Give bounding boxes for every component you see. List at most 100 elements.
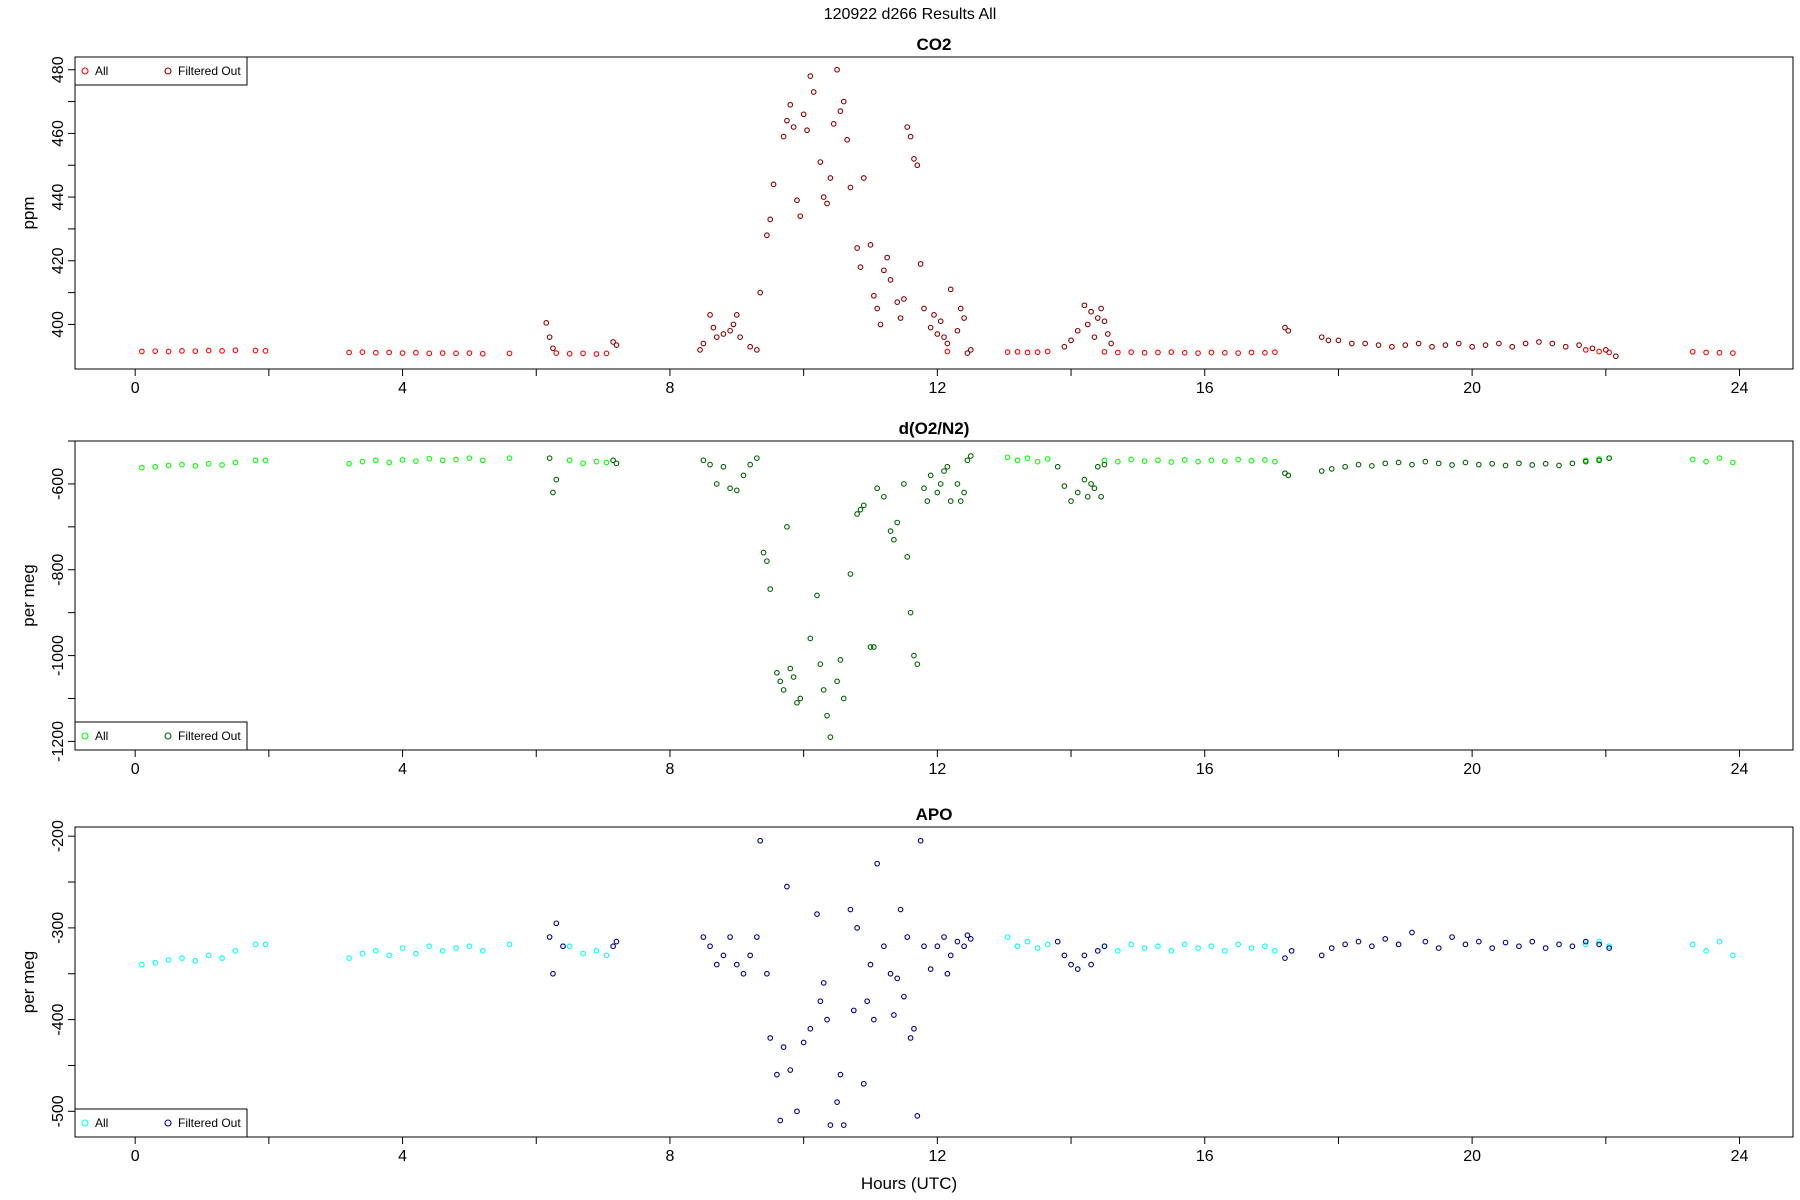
legend-label: All	[95, 64, 108, 78]
data-point-all	[1168, 349, 1175, 355]
data-point-filtered	[767, 586, 774, 592]
data-point-filtered	[1088, 481, 1094, 487]
data-point-all	[1235, 350, 1242, 356]
data-point-filtered	[870, 1016, 877, 1023]
data-point-filtered	[847, 571, 854, 577]
data-point-filtered	[1355, 938, 1362, 945]
data-point-filtered	[787, 665, 794, 672]
data-point-filtered	[897, 315, 904, 321]
data-point-all	[262, 457, 269, 464]
data-point-filtered	[1369, 943, 1375, 950]
y-tick-label: -800	[50, 554, 67, 586]
data-point-filtered	[827, 175, 834, 181]
data-point-all	[1235, 941, 1242, 948]
data-point-filtered	[1318, 468, 1325, 474]
data-point-filtered	[807, 1025, 814, 1032]
data-point-filtered	[1325, 337, 1332, 344]
x-tick-label: 24	[1731, 380, 1749, 397]
plot-frame	[74, 56, 1794, 370]
data-point-all	[1034, 349, 1041, 355]
y-tick-label: -300	[50, 912, 67, 944]
data-point-filtered	[860, 175, 867, 181]
data-point-filtered	[921, 485, 927, 492]
data-point-filtered	[794, 1108, 800, 1115]
data-point-all	[1155, 349, 1161, 356]
data-point-all	[479, 947, 486, 954]
data-point-filtered	[613, 342, 620, 348]
data-point-filtered	[727, 934, 733, 940]
data-point-all	[138, 961, 145, 968]
legend-label: All	[95, 729, 108, 743]
data-point-filtered	[827, 1122, 834, 1128]
data-point-filtered	[840, 695, 847, 702]
data-point-filtered	[700, 340, 707, 347]
x-tick-label: 8	[665, 761, 674, 778]
data-point-filtered	[847, 184, 854, 191]
data-point-filtered	[961, 943, 967, 950]
data-point-filtered	[874, 485, 881, 492]
data-point-filtered	[887, 970, 894, 977]
data-point-filtered	[610, 943, 616, 950]
data-point-all	[1024, 938, 1031, 945]
data-point-all	[1181, 349, 1188, 356]
data-point-all	[1114, 349, 1121, 356]
data-point-filtered	[947, 498, 954, 504]
data-point-filtered	[934, 489, 941, 496]
x-tick-label: 8	[665, 380, 674, 397]
data-point-all	[1141, 458, 1148, 465]
data-point-filtered	[927, 472, 934, 479]
data-point-filtered	[921, 943, 927, 950]
data-point-filtered	[917, 261, 924, 267]
data-point-all	[506, 455, 513, 462]
data-point-filtered	[810, 89, 817, 95]
data-point-all	[346, 955, 352, 962]
legend-marker	[164, 1119, 172, 1127]
data-point-all	[1024, 349, 1031, 356]
data-point-all	[1596, 938, 1602, 945]
data-point-all	[165, 957, 172, 963]
data-point-filtered	[1088, 308, 1094, 315]
data-point-all	[1272, 947, 1278, 954]
data-point-filtered	[874, 305, 881, 312]
legend-marker	[164, 67, 172, 75]
data-point-filtered	[790, 674, 797, 680]
data-point-all	[399, 350, 406, 356]
data-point-all	[152, 348, 159, 355]
data-point-filtered	[870, 292, 877, 299]
data-point-all	[1014, 943, 1021, 950]
data-point-filtered	[1489, 460, 1496, 467]
data-point-filtered	[560, 943, 566, 950]
data-point-filtered	[834, 1099, 840, 1105]
data-point-filtered	[1369, 463, 1375, 469]
data-point-filtered	[1556, 941, 1562, 948]
x-tick-label: 16	[1196, 380, 1214, 397]
data-point-filtered	[1068, 961, 1074, 968]
legend-marker	[81, 732, 89, 740]
data-point-filtered	[754, 934, 760, 940]
data-point-filtered	[874, 860, 881, 867]
data-point-filtered	[1395, 941, 1402, 948]
data-point-filtered	[1081, 952, 1088, 959]
data-point-all	[1141, 945, 1148, 951]
data-point-all	[219, 462, 225, 468]
data-point-filtered	[1569, 943, 1576, 950]
data-point-filtered	[1596, 941, 1602, 948]
data-point-all	[453, 350, 459, 357]
data-point-filtered	[867, 241, 874, 248]
data-point-all	[566, 457, 573, 464]
data-point-all	[566, 943, 573, 950]
data-point-all	[1181, 941, 1188, 948]
data-point-filtered	[1288, 947, 1295, 954]
data-point-all	[580, 350, 586, 357]
data-point-filtered	[1098, 305, 1104, 312]
data-point-all	[1221, 349, 1228, 356]
data-point-all	[252, 941, 259, 948]
data-point-filtered	[881, 493, 887, 500]
x-tick-label: 20	[1463, 761, 1481, 778]
panel-title: APO	[916, 805, 953, 824]
data-point-filtered	[817, 998, 824, 1005]
data-point-filtered	[553, 476, 560, 483]
data-point-filtered	[854, 925, 860, 931]
data-point-all	[205, 347, 212, 354]
